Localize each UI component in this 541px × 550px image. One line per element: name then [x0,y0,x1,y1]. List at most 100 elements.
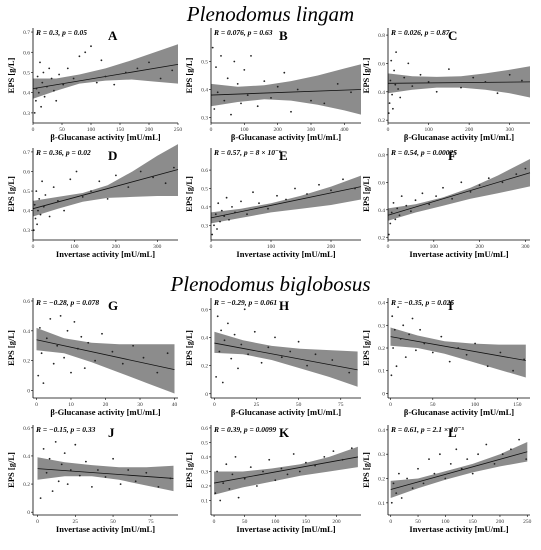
panel-letter: A [108,28,118,43]
x-tick-label: 50 [415,519,421,525]
data-point [219,220,221,223]
y-tick-label: 0.4 [378,90,385,96]
data-point [39,61,41,64]
panel-d: 0 100 200 300 0.3 0.4 0.5 0.6 0.7 Invertase activ… [6,144,179,259]
data-point [243,477,246,480]
data-point [243,69,246,71]
data-point [41,180,43,183]
data-point [42,382,45,384]
y-tick-label: 0.7 [23,30,30,36]
data-point [439,453,441,456]
y-tick-label: 0.3 [378,452,385,458]
x-tick-label: 50 [242,519,248,525]
data-point [431,351,434,354]
data-point [164,182,167,185]
data-point [77,347,79,350]
data-point [314,353,317,356]
x-tick-label: 0 [387,127,390,133]
x-tick-label: 200 [475,244,484,250]
data-point [263,80,266,82]
x-tick-label: 50 [110,519,116,525]
regression-line [37,468,174,479]
data-point [230,357,233,360]
data-point [148,61,150,64]
data-point [410,210,412,213]
data-point [169,477,172,480]
x-tick-label: 100 [430,244,439,250]
x-axis-label: Invertase activity [mU/mL] [236,524,335,534]
y-axis-label: EPS [g/L] [184,58,194,94]
data-point [448,68,450,70]
y-tick-label: 0.4 [23,91,30,97]
data-point [415,349,417,352]
data-point [391,315,394,318]
data-point [39,497,42,499]
data-point [73,321,76,323]
y-tick-label: 0.4 [201,205,208,211]
confidence-band [388,66,530,98]
data-point [53,89,55,92]
data-point [246,213,248,216]
data-point [87,341,90,344]
confidence-band [388,159,530,221]
data-point [332,450,335,452]
data-point [294,187,296,190]
data-point [134,480,137,483]
data-point [419,73,422,76]
data-point [336,83,339,85]
x-tick-label: 400 [340,127,349,133]
data-point [220,329,223,332]
y-axis-label: EPS [g/L] [6,452,16,488]
data-point [396,207,399,210]
data-point [423,342,426,345]
data-point [59,315,62,317]
data-point [221,381,224,384]
y-tick-label: 0.4 [23,329,30,335]
data-point [157,486,160,488]
data-point [84,51,87,54]
data-point [63,356,65,359]
data-point [298,470,301,473]
data-point [225,463,228,466]
data-point [66,67,69,70]
data-point [422,482,425,485]
data-point [394,83,397,86]
data-point [274,336,276,339]
data-point [159,77,162,80]
panel-letter: J [108,425,115,440]
y-tick-label: 0 [382,391,385,397]
data-point [112,457,114,460]
x-tick-label: 100 [87,127,96,133]
data-point [455,448,458,451]
data-point [408,333,410,336]
data-point [52,362,55,365]
data-point [171,69,174,72]
data-point [496,92,499,95]
data-point [395,51,397,53]
x-tick-label: 200 [112,244,121,250]
data-point [394,218,397,221]
data-point [477,453,479,456]
data-point [33,203,36,206]
y-tick-label: 0.3 [201,469,208,475]
data-point [391,93,393,96]
regression-line [214,342,358,371]
y-tick-label: 0.2 [378,235,385,241]
data-point [469,191,472,193]
y-tick-label: 0.5 [23,189,30,195]
data-point [223,99,226,102]
data-point [493,463,496,465]
data-point [222,482,225,484]
data-point [314,464,316,467]
data-point [472,76,475,79]
data-point [127,469,130,471]
x-axis-label: β-Glucanase activity [mU/mL] [231,132,341,142]
data-point [48,457,51,460]
data-point [433,472,436,475]
panel-letter: E [279,148,288,163]
data-point [113,83,116,86]
data-point [484,81,487,83]
data-point [215,376,218,378]
x-tick-label: 150 [302,519,311,525]
data-point [35,99,37,102]
